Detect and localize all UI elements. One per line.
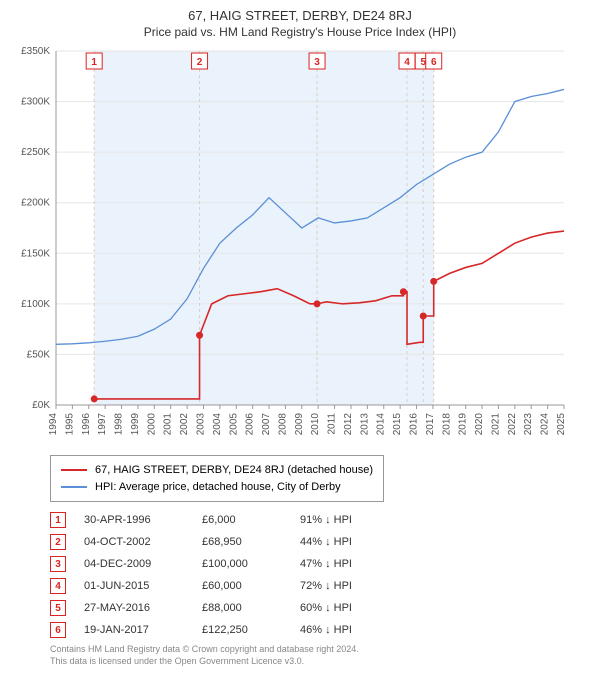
svg-text:1997: 1997 [97, 413, 108, 436]
record-row: 304-DEC-2009£100,00047% ↓ HPI [50, 556, 590, 572]
record-badge: 1 [50, 512, 66, 528]
svg-text:3: 3 [314, 57, 320, 68]
svg-text:£100K: £100K [21, 299, 50, 310]
svg-text:£300K: £300K [21, 97, 50, 108]
record-price: 27-MAY-2016 [84, 602, 184, 614]
footer: Contains HM Land Registry data © Crown c… [50, 644, 590, 667]
record-diff: 46% ↓ HPI [300, 624, 352, 636]
record-price: 04-DEC-2009 [84, 558, 184, 570]
svg-text:2017: 2017 [425, 413, 436, 436]
legend: 67, HAIG STREET, DERBY, DE24 8RJ (detach… [50, 455, 384, 502]
record-row: 401-JUN-2015£60,00072% ↓ HPI [50, 578, 590, 594]
record-price: 30-APR-1996 [84, 514, 184, 526]
records-table: 130-APR-1996£6,00091% ↓ HPI204-OCT-2002£… [50, 512, 590, 638]
record-badge: 6 [50, 622, 66, 638]
legend-swatch [61, 469, 87, 471]
svg-text:2009: 2009 [294, 413, 305, 436]
svg-text:2023: 2023 [523, 413, 534, 436]
svg-text:£200K: £200K [21, 198, 50, 209]
svg-text:£150K: £150K [21, 248, 50, 259]
svg-text:2010: 2010 [310, 413, 321, 436]
svg-text:2016: 2016 [409, 413, 420, 436]
svg-text:1: 1 [91, 57, 97, 68]
svg-text:2021: 2021 [490, 413, 501, 436]
svg-text:2018: 2018 [441, 413, 452, 436]
svg-text:2022: 2022 [507, 413, 518, 436]
page-subtitle: Price paid vs. HM Land Registry's House … [10, 25, 590, 39]
chart-svg: £0K £50K £100K £150K £200K £250K £300K £350K 1 2 3… [10, 45, 570, 445]
record-diff: 47% ↓ HPI [300, 558, 352, 570]
record-diff: 72% ↓ HPI [300, 580, 352, 592]
svg-text:2015: 2015 [392, 413, 403, 436]
svg-text:1996: 1996 [81, 413, 92, 436]
record-diff: 91% ↓ HPI [300, 514, 352, 526]
record-badge: 4 [50, 578, 66, 594]
svg-text:2025: 2025 [556, 413, 567, 436]
record-row: 130-APR-1996£6,00091% ↓ HPI [50, 512, 590, 528]
svg-text:£350K: £350K [21, 46, 50, 57]
svg-text:2008: 2008 [277, 413, 288, 436]
svg-text:2007: 2007 [261, 413, 272, 436]
legend-label: HPI: Average price, detached house, City… [95, 479, 341, 496]
svg-text:2005: 2005 [228, 413, 239, 436]
legend-item: HPI: Average price, detached house, City… [61, 479, 373, 496]
svg-text:1999: 1999 [130, 413, 141, 436]
svg-text:1998: 1998 [114, 413, 125, 436]
svg-text:2002: 2002 [179, 413, 190, 436]
record-badge: 3 [50, 556, 66, 572]
svg-text:2014: 2014 [376, 413, 387, 436]
record-price: 04-OCT-2002 [84, 536, 184, 548]
chart: £0K £50K £100K £150K £200K £250K £300K £350K 1 2 3… [10, 45, 590, 445]
record-badge: 5 [50, 600, 66, 616]
svg-text:£250K: £250K [21, 147, 50, 158]
svg-text:2: 2 [197, 57, 203, 68]
record-price: 01-JUN-2015 [84, 580, 184, 592]
svg-text:4: 4 [404, 57, 410, 68]
svg-text:2024: 2024 [540, 413, 551, 436]
svg-text:2020: 2020 [474, 413, 485, 436]
svg-text:£0K: £0K [32, 400, 50, 411]
page-title: 67, HAIG STREET, DERBY, DE24 8RJ [10, 8, 590, 23]
svg-text:2012: 2012 [343, 413, 354, 436]
record-badge: 2 [50, 534, 66, 550]
svg-text:2011: 2011 [327, 413, 338, 435]
record-diff: 60% ↓ HPI [300, 602, 352, 614]
legend-item: 67, HAIG STREET, DERBY, DE24 8RJ (detach… [61, 462, 373, 479]
legend-label: 67, HAIG STREET, DERBY, DE24 8RJ (detach… [95, 462, 373, 479]
svg-text:£50K: £50K [27, 349, 51, 360]
svg-text:2000: 2000 [146, 413, 157, 436]
record-row: 527-MAY-2016£88,00060% ↓ HPI [50, 600, 590, 616]
svg-text:2013: 2013 [359, 413, 370, 436]
svg-text:6: 6 [431, 57, 437, 68]
record-price: 19-JAN-2017 [84, 624, 184, 636]
footer-line-1: Contains HM Land Registry data © Crown c… [50, 644, 590, 656]
record-row: 619-JAN-2017£122,25046% ↓ HPI [50, 622, 590, 638]
svg-text:1994: 1994 [48, 413, 59, 436]
svg-text:1995: 1995 [64, 413, 75, 436]
svg-text:2004: 2004 [212, 413, 223, 436]
record-diff: 44% ↓ HPI [300, 536, 352, 548]
svg-text:2019: 2019 [458, 413, 469, 436]
svg-text:2001: 2001 [163, 413, 174, 436]
svg-text:2006: 2006 [245, 413, 256, 436]
legend-swatch [61, 486, 87, 488]
footer-line-2: This data is licensed under the Open Gov… [50, 656, 590, 668]
record-row: 204-OCT-2002£68,95044% ↓ HPI [50, 534, 590, 550]
svg-text:2003: 2003 [195, 413, 206, 436]
